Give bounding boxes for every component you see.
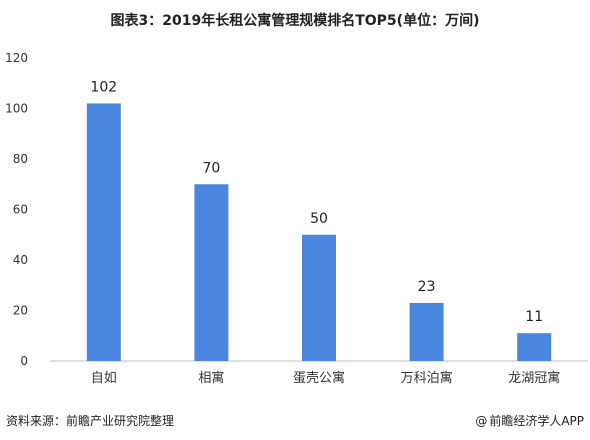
data-label: 23: [418, 279, 436, 295]
x-tick-label: 蛋壳公寓: [293, 370, 345, 386]
y-tick-label: 100: [5, 102, 28, 116]
data-label: 50: [310, 211, 328, 227]
bar: [517, 333, 552, 361]
credit-text: 前瞻经济学人APP: [489, 414, 584, 428]
y-tick-label: 120: [5, 51, 28, 65]
credit: @ 前瞻经济学人APP: [475, 412, 584, 429]
bar: [194, 184, 229, 361]
bar: [409, 302, 444, 361]
data-labels: 102 70 50 23 11: [90, 79, 543, 325]
bar-chart: 0 20 40 60 80 100 120 102 70 50 23 11 自如 相寓 蛋壳公寓 万科泊寓…: [5, 51, 588, 386]
y-tick-label: 60: [13, 203, 28, 217]
y-tick-label: 0: [20, 354, 28, 368]
bar: [302, 234, 336, 361]
y-tick-label: 80: [13, 152, 28, 166]
y-axis-ticks: 0 20 40 60 80 100 120: [5, 51, 28, 368]
data-label: 70: [202, 160, 220, 176]
x-tick-label: 龙湖冠寓: [508, 370, 560, 386]
bar: [86, 103, 121, 361]
x-tick-label: 自如: [91, 370, 117, 386]
bars: [86, 103, 552, 361]
data-label: 102: [90, 79, 117, 95]
x-axis-ticks: 自如 相寓 蛋壳公寓 万科泊寓 龙湖冠寓: [91, 370, 560, 386]
x-tick-label: 万科泊寓: [401, 370, 453, 386]
y-tick-label: 20: [13, 304, 28, 318]
x-tick-label: 相寓: [198, 370, 224, 386]
source-note: 资料来源：前瞻产业研究院整理: [6, 414, 175, 428]
data-label: 11: [525, 309, 543, 325]
footer: 资料来源：前瞻产业研究院整理 @ 前瞻经济学人APP: [0, 412, 590, 432]
y-tick-label: 40: [13, 253, 28, 267]
chart-title: 图表3：2019年长租公寓管理规模排名TOP5(单位：万间): [110, 13, 480, 29]
at-icon: @: [475, 414, 488, 428]
